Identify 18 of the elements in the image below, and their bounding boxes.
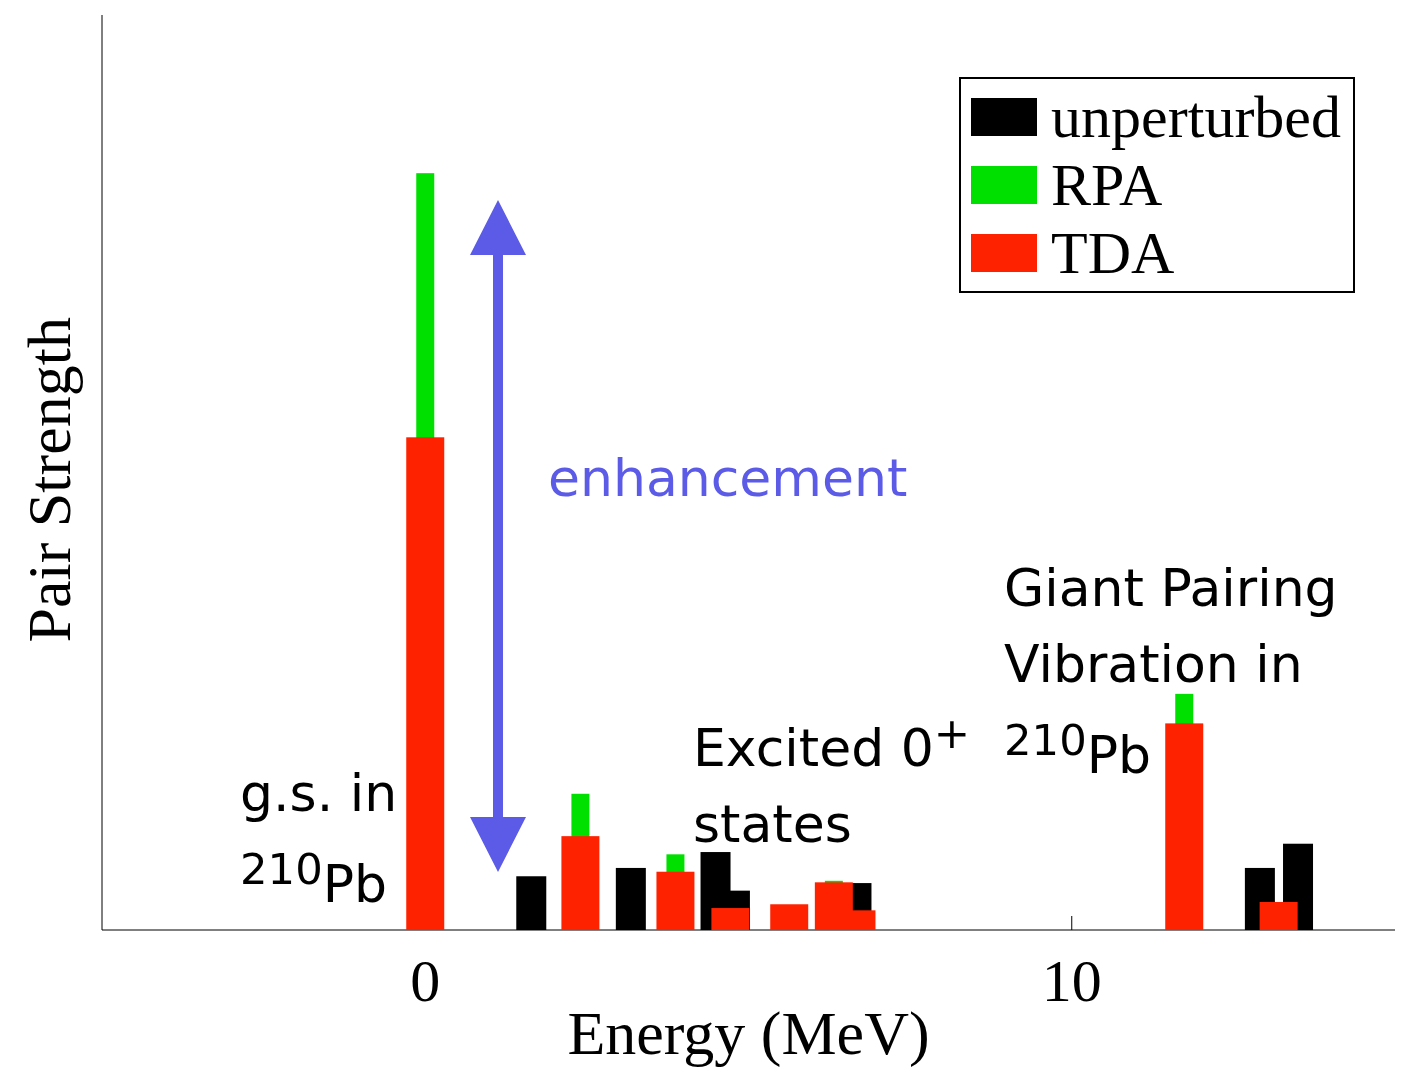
bar [1259,902,1298,930]
text: Excited 0$^{+}$ states [693,708,971,855]
annotation: g.s. in $^{210}$Pb [240,762,399,917]
bar [406,437,445,930]
bar [1165,723,1204,930]
x-tick-label: 10 [1041,947,1102,1014]
bar [711,908,750,930]
x-tick-label: 0 [410,947,441,1014]
annotation: Giant Pairing Vibration in $^{210}$Pb [1004,557,1339,788]
y-axis-title: Pair Strength [15,317,84,643]
bar [770,904,809,930]
legend-label: unperturbed [1051,83,1341,151]
annotation: enhancement [548,447,909,510]
legend-label: RPA [1051,151,1163,219]
bar [656,871,695,930]
x-axis-title: Energy (MeV) [567,999,930,1068]
legend-label: TDA [1051,219,1175,287]
bar [561,836,600,930]
